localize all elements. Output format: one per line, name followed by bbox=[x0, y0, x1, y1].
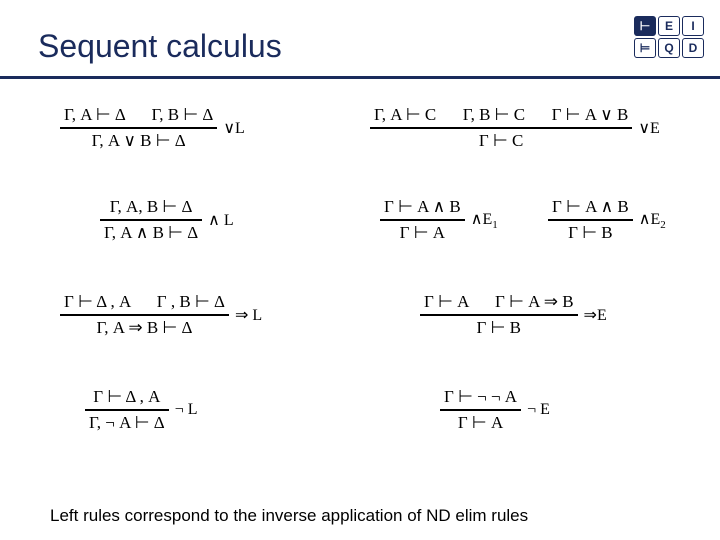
premise: Γ ⊢ A ∧ B bbox=[548, 195, 633, 219]
rule-name: ∨E bbox=[638, 118, 659, 138]
rule-and-e1: Γ ⊢ A ∧ B Γ ⊢ A ∧E1 bbox=[380, 195, 498, 245]
rule-imp-left: Γ ⊢ Δ , A Γ , B ⊢ Δ Γ, A ⇒ B ⊢ Δ ⇒ L bbox=[60, 290, 262, 340]
conclusion: Γ ⊢ C bbox=[475, 129, 527, 153]
rule-name: ∧E1 bbox=[471, 209, 498, 231]
premise: Γ ⊢ A ⇒ B bbox=[495, 292, 574, 311]
conclusion: Γ ⊢ B bbox=[564, 221, 616, 245]
rules-area: Γ, A ⊢ Δ Γ, B ⊢ Δ Γ, A ∨ B ⊢ Δ ∨L Γ, A ⊢… bbox=[0, 95, 720, 500]
conclusion: Γ, ¬ A ⊢ Δ bbox=[85, 411, 169, 435]
rule-name: ∨L bbox=[223, 118, 244, 138]
premise: Γ ⊢ A ∧ B bbox=[380, 195, 465, 219]
premise: Γ ⊢ Δ , A bbox=[64, 292, 130, 311]
premise: Γ, B ⊢ Δ bbox=[151, 105, 213, 124]
premise: Γ ⊢ A bbox=[424, 292, 468, 311]
rule-name: ¬ L bbox=[175, 401, 198, 419]
premise: Γ, A ⊢ Δ bbox=[64, 105, 125, 124]
rule-name: ⇒ L bbox=[235, 305, 262, 325]
rule-name: ¬ E bbox=[527, 401, 550, 419]
premise: Γ, B ⊢ C bbox=[463, 105, 525, 124]
conclusion: Γ ⊢ A bbox=[396, 221, 449, 245]
badge-d[interactable]: D bbox=[682, 38, 704, 58]
badge-e[interactable]: E bbox=[658, 16, 680, 36]
rule-imp-elim: Γ ⊢ A Γ ⊢ A ⇒ B Γ ⊢ B ⇒E bbox=[420, 290, 607, 340]
conclusion: Γ, A ⇒ B ⊢ Δ bbox=[93, 316, 197, 340]
badge-turnstile[interactable]: ⊢ bbox=[634, 16, 656, 36]
badge-i[interactable]: I bbox=[682, 16, 704, 36]
rule-name: ∧E2 bbox=[639, 209, 666, 231]
premise: Γ, A, B ⊢ Δ bbox=[106, 195, 197, 219]
rule-neg-left: Γ ⊢ Δ , A Γ, ¬ A ⊢ Δ ¬ L bbox=[85, 385, 198, 435]
conclusion: Γ ⊢ A bbox=[454, 411, 507, 435]
footer-text: Left rules correspond to the inverse app… bbox=[50, 506, 528, 526]
page-title: Sequent calculus bbox=[38, 28, 282, 65]
rule-or-left: Γ, A ⊢ Δ Γ, B ⊢ Δ Γ, A ∨ B ⊢ Δ ∨L bbox=[60, 103, 245, 153]
badge-grid: ⊢ E I ⊨ Q D bbox=[634, 16, 704, 58]
rule-neg-elim: Γ ⊢ ¬ ¬ A Γ ⊢ A ¬ E bbox=[440, 385, 550, 435]
premise: Γ , B ⊢ Δ bbox=[157, 292, 225, 311]
badge-models[interactable]: ⊨ bbox=[634, 38, 656, 58]
rule-name: ∧ L bbox=[208, 210, 233, 230]
rule-name: ⇒E bbox=[584, 305, 607, 325]
premise: Γ ⊢ A ∨ B bbox=[552, 105, 629, 124]
rule-and-left: Γ, A, B ⊢ Δ Γ, A ∧ B ⊢ Δ ∧ L bbox=[100, 195, 234, 245]
premise: Γ ⊢ ¬ ¬ A bbox=[440, 385, 521, 409]
rule-or-elim: Γ, A ⊢ C Γ, B ⊢ C Γ ⊢ A ∨ B Γ ⊢ C ∨E bbox=[370, 103, 660, 153]
premise: Γ, A ⊢ C bbox=[374, 105, 436, 124]
conclusion: Γ, A ∧ B ⊢ Δ bbox=[100, 221, 202, 245]
badge-q[interactable]: Q bbox=[658, 38, 680, 58]
rule-and-e2: Γ ⊢ A ∧ B Γ ⊢ B ∧E2 bbox=[548, 195, 666, 245]
premise: Γ ⊢ Δ , A bbox=[89, 385, 164, 409]
conclusion: Γ, A ∨ B ⊢ Δ bbox=[88, 129, 190, 153]
conclusion: Γ ⊢ B bbox=[473, 316, 525, 340]
title-underline bbox=[0, 76, 720, 79]
